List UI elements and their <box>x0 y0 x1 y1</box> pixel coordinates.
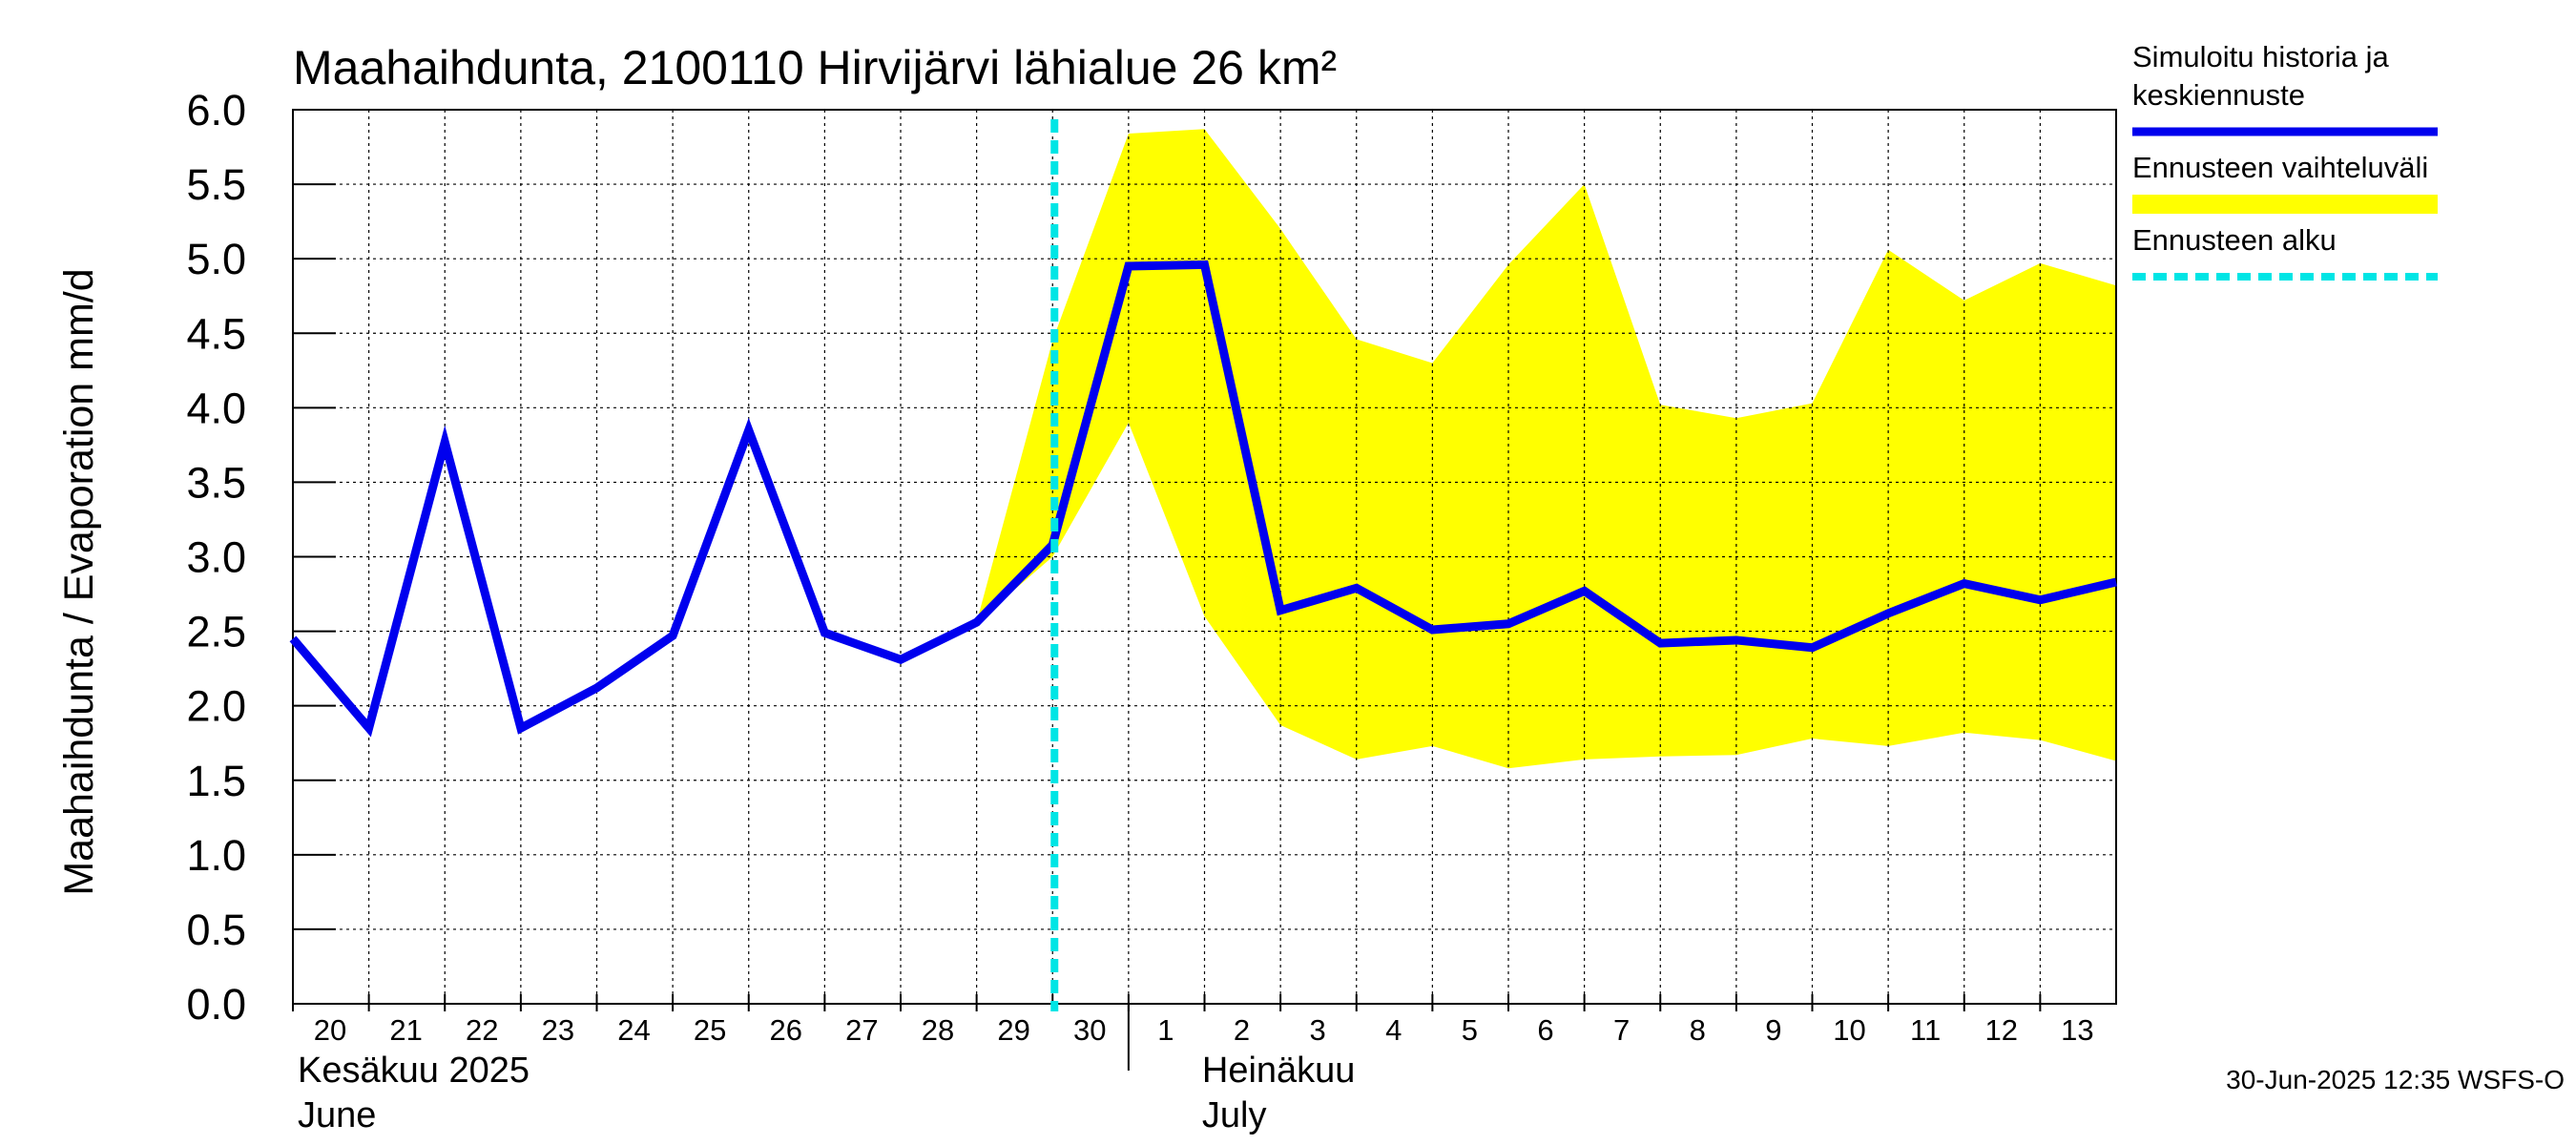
x-tick-label: 13 <box>2061 1013 2093 1047</box>
legend-label: keskiennuste <box>2132 78 2305 112</box>
x-tick-label: 2 <box>1234 1013 1250 1047</box>
x-tick-label: 1 <box>1157 1013 1174 1047</box>
x-tick-label: 3 <box>1310 1013 1326 1047</box>
x-tick-label: 9 <box>1765 1013 1781 1047</box>
x-tick-label: 10 <box>1833 1013 1865 1047</box>
x-tick-label: 24 <box>617 1013 650 1047</box>
chart-title: Maahaihdunta, 2100110 Hirvijärvi lähialu… <box>293 41 1337 94</box>
grid <box>292 109 2117 1005</box>
y-tick-label: 3.5 <box>186 458 246 507</box>
x-tick-label: 28 <box>922 1013 954 1047</box>
y-tick-label: 1.5 <box>186 757 246 805</box>
legend-swatch-band <box>2132 195 2438 214</box>
y-tick-label: 1.0 <box>186 831 246 880</box>
y-tick-label: 6.0 <box>186 86 246 135</box>
y-tick-label: 5.5 <box>186 160 246 209</box>
legend-label: Ennusteen vaihteluväli <box>2132 151 2428 184</box>
y-axis-label: Maahaihdunta / Evaporation mm/d <box>56 268 102 895</box>
month-label: June <box>298 1095 376 1135</box>
x-tick-label: 30 <box>1073 1013 1106 1047</box>
x-tick-label: 5 <box>1462 1013 1478 1047</box>
y-tick-label: 5.0 <box>186 235 246 283</box>
x-tick-label: 29 <box>997 1013 1029 1047</box>
legend: Simuloitu historia ja keskiennuste Ennuste… <box>2132 40 2438 281</box>
legend-label: Ennusteen alku <box>2132 223 2337 257</box>
x-tick-label: 27 <box>845 1013 878 1047</box>
y-tick-label: 4.0 <box>186 384 246 432</box>
footer-timestamp: 30-Jun-2025 12:35 WSFS-O <box>2226 1065 2565 1094</box>
y-tick-label: 2.5 <box>186 608 246 656</box>
series-line <box>289 260 2118 738</box>
x-tick-label: 4 <box>1385 1013 1402 1047</box>
x-tick-label: 11 <box>1910 1013 1941 1047</box>
x-tick-label: 25 <box>694 1013 726 1047</box>
x-tick-label: 20 <box>314 1013 346 1047</box>
x-tick-label: 8 <box>1690 1013 1706 1047</box>
x-tick-label: 23 <box>542 1013 574 1047</box>
x-tick-label: 7 <box>1613 1013 1630 1047</box>
y-tick-label: 0.0 <box>186 980 246 1029</box>
x-tick-label: 22 <box>466 1013 498 1047</box>
y-tick-label: 0.5 <box>186 906 246 954</box>
month-label: Heinäkuu <box>1202 1051 1356 1091</box>
x-tick-label: 21 <box>389 1013 422 1047</box>
x-tick-label: 6 <box>1537 1013 1553 1047</box>
plot-area: 0.0 0.5 1.0 1.5 2.0 2.5 3.0 3.5 4.0 4.5 5.0 5.5 6.0 2… <box>186 86 2118 1135</box>
x-tick-label: 26 <box>770 1013 802 1047</box>
month-label: July <box>1202 1095 1267 1135</box>
x-tick-label: 12 <box>1985 1013 2018 1047</box>
forecast-range-band <box>976 129 2116 769</box>
y-tick-label: 2.0 <box>186 682 246 731</box>
y-tick-label: 4.5 <box>186 309 246 358</box>
legend-label: Simuloitu historia ja <box>2132 40 2390 73</box>
month-label: Kesäkuu 2025 <box>298 1051 530 1091</box>
y-tick-label: 3.0 <box>186 533 246 582</box>
